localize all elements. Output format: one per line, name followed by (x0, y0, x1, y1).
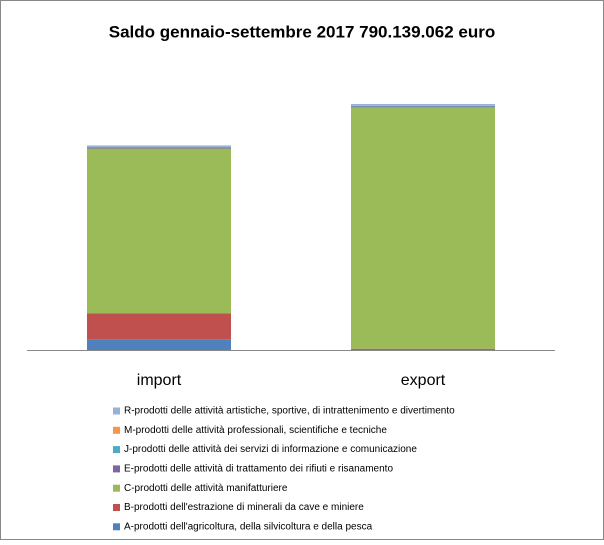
legend-label: R-prodotti delle attività artistiche, sp… (124, 406, 455, 417)
legend-swatch (113, 427, 120, 434)
bar-segment (351, 106, 495, 107)
bar-segment (351, 104, 495, 106)
bar-segment (351, 106, 495, 107)
legend-swatch (113, 523, 120, 530)
legend-swatch (113, 485, 120, 492)
legend-label: J-prodotti delle attività dei servizi di… (124, 444, 417, 455)
bar-segment (87, 149, 231, 314)
chart-title: Saldo gennaio-settembre 2017 790.139.062… (109, 22, 495, 41)
legend-swatch (113, 504, 120, 511)
bar-segment (87, 148, 231, 149)
legend-label: E-prodotti delle attività di trattamento… (124, 464, 393, 475)
legend-label: C-prodotti delle attività manifatturiere (124, 483, 288, 494)
x-tick-label: import (137, 372, 182, 389)
bar-segment (351, 349, 495, 350)
bar-segment (87, 339, 231, 350)
bar-segment (87, 145, 231, 147)
legend-label: A-prodotti dell'agricoltura, della silvi… (124, 521, 373, 532)
legend-swatch (113, 408, 120, 415)
bar-segment (87, 313, 231, 339)
x-tick-label: export (401, 372, 446, 389)
legend-label: B-prodotti dell'estrazione di minerali d… (124, 502, 364, 513)
legend-swatch (113, 465, 120, 472)
legend-swatch (113, 446, 120, 453)
legend-label: M-prodotti delle attività professionali,… (124, 425, 387, 436)
bar-segment (351, 107, 495, 348)
